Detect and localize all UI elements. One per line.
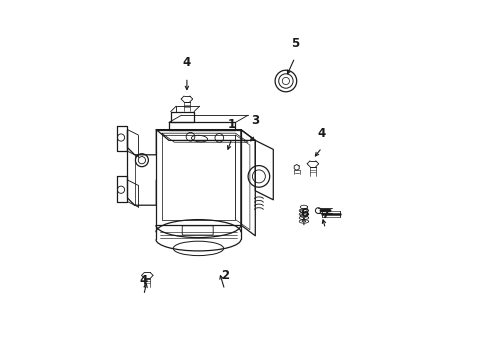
Text: 1: 1 [227,118,236,131]
Text: 4: 4 [139,274,147,287]
Text: 2: 2 [220,269,228,282]
Text: 4: 4 [183,57,191,69]
Text: 7: 7 [321,208,329,221]
Text: 5: 5 [290,37,299,50]
Text: 4: 4 [317,127,325,140]
Text: 3: 3 [251,114,259,127]
Text: 6: 6 [299,207,307,220]
